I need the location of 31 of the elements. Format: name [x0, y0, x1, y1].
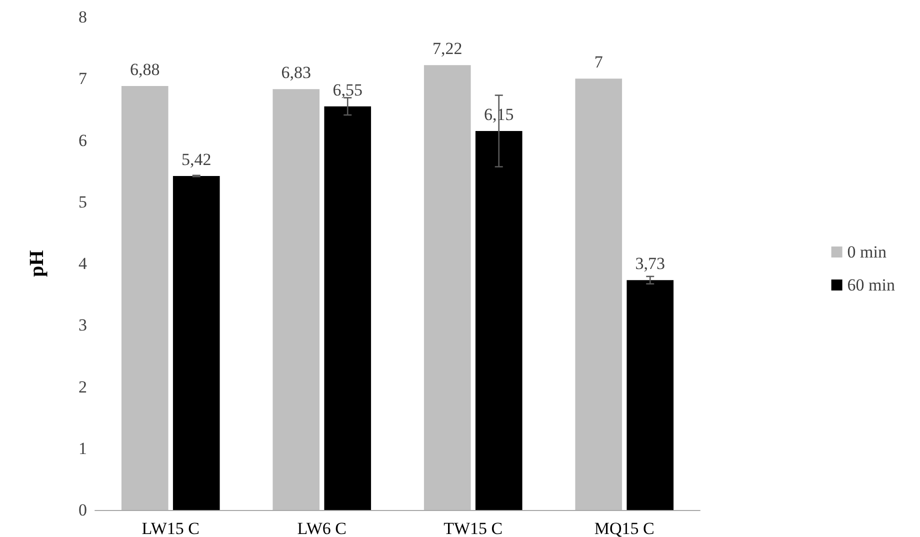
legend-label: 60 min — [847, 276, 896, 294]
data-label: 6,88 — [130, 60, 160, 80]
legend-label: 0 min — [847, 242, 887, 262]
x-tick-label: TW15 C — [444, 519, 503, 537]
bar — [121, 86, 168, 510]
x-tick-label: MQ15 C — [594, 519, 654, 537]
x-tick-label: LW6 C — [297, 519, 347, 537]
bar — [575, 78, 622, 510]
data-label: 7,22 — [432, 39, 462, 58]
bar — [272, 89, 320, 510]
y-tick-label: 4 — [78, 254, 88, 273]
y-axis-title: pH — [26, 250, 48, 277]
y-tick-label: 0 — [78, 500, 87, 520]
y-tick-label: 1 — [78, 438, 87, 458]
y-tick-label: 6 — [78, 130, 87, 150]
x-tick-label: LW15 C — [142, 519, 200, 537]
data-label: 7 — [594, 52, 604, 72]
y-tick-label: 5 — [78, 192, 87, 212]
y-tick-label: 2 — [78, 377, 87, 396]
bar — [626, 280, 674, 510]
y-tick-label: 8 — [78, 8, 87, 26]
y-tick-label: 3 — [78, 316, 87, 335]
data-label: 6,55 — [332, 80, 362, 100]
bar — [324, 106, 372, 510]
data-label: 3,73 — [635, 254, 665, 274]
data-label: 6,83 — [281, 63, 311, 82]
bar — [475, 131, 522, 510]
bar — [172, 176, 220, 510]
bar — [424, 65, 471, 510]
data-label: 5,42 — [182, 150, 212, 169]
y-tick-label: 7 — [78, 69, 88, 88]
